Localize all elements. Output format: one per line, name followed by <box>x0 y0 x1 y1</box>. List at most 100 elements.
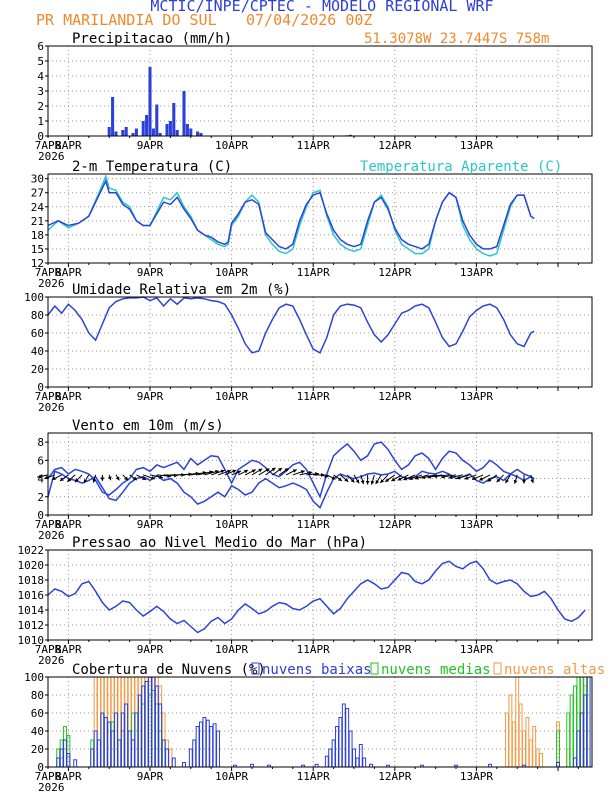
precip-bar <box>145 115 149 136</box>
bar-nuvens-baixas <box>131 739 135 768</box>
y-tick-label: 3 <box>37 85 44 98</box>
legend-swatch <box>493 662 502 675</box>
wind-vector-head <box>365 480 370 485</box>
bar-nuvens-baixas <box>161 739 166 768</box>
wind-vector-head <box>464 476 469 480</box>
x-tick-label: 11APR <box>297 390 330 403</box>
y-tick-label: 5 <box>37 55 44 68</box>
wind-vector-head <box>350 478 355 483</box>
wind-vector-head <box>142 476 147 480</box>
x-year-label: 2026 <box>38 654 65 667</box>
bar-nuvens-baixas <box>556 762 560 768</box>
wind-vector-head <box>403 476 408 481</box>
legend-nuvens-baixas: nuvens baixas <box>262 662 372 678</box>
x-tick-label: 11APR <box>297 518 330 531</box>
wind-vector-head <box>360 480 365 485</box>
x-tick-label: 9APR <box>137 266 164 279</box>
wind-vector-head <box>59 477 64 481</box>
y-tick-label: 15 <box>31 243 44 256</box>
y-tick-label: 0 <box>37 381 44 394</box>
series-line-1 <box>47 441 535 499</box>
bar-nuvens-baixas <box>209 726 214 768</box>
bar-nuvens-baixas <box>202 717 207 768</box>
precip-bar <box>151 128 155 136</box>
y-tick-label: 80 <box>31 309 44 322</box>
y-tick-label: 40 <box>31 725 44 738</box>
x-year-label: 2026 <box>38 277 65 290</box>
bar-nuvens-baixas <box>141 685 146 768</box>
wind-vector-head <box>331 476 336 480</box>
bar-nuvens-baixas <box>66 753 71 768</box>
wind-vector-head <box>441 474 445 479</box>
bar-nuvens-altas <box>535 748 540 768</box>
bar-nuvens-baixas <box>362 757 367 768</box>
bar-nuvens-baixas <box>103 717 108 768</box>
x-tick-label: 12APR <box>378 518 411 531</box>
precip-bar <box>107 127 111 136</box>
bar-nuvens-baixas <box>331 739 336 768</box>
wind-vector-head <box>244 469 249 474</box>
legend-swatch <box>370 662 379 675</box>
x-tick-label: 13APR <box>460 643 493 656</box>
wind-vector-head <box>487 477 492 482</box>
wind-vector-head <box>370 480 375 485</box>
bar-nuvens-medias <box>573 685 577 768</box>
y-tick-label: 1022 <box>18 544 45 557</box>
plot-frame <box>47 296 593 388</box>
x-tick-label: 9APR <box>137 643 164 656</box>
bar-nuvens-baixas <box>212 723 217 768</box>
x-tick-label: 8APR <box>55 390 82 403</box>
wind-vector-head <box>472 476 477 480</box>
bar-nuvens-baixas <box>134 712 139 768</box>
wind-vector-head <box>232 469 237 474</box>
bar-nuvens-baixas <box>137 694 142 768</box>
bar-nuvens-baixas <box>573 757 577 768</box>
wind-vector-head <box>74 478 79 483</box>
x-year-label: 2026 <box>38 781 65 792</box>
legend-apparent-temp: Temperatura Aparente (C) <box>360 159 562 175</box>
x-tick-label: 13APR <box>460 266 493 279</box>
y-tick-label: 60 <box>31 327 44 340</box>
x-tick-label: 11APR <box>297 266 330 279</box>
bar-nuvens-baixas <box>335 726 339 768</box>
bar-nuvens-baixas <box>328 748 333 768</box>
bar-nuvens-baixas <box>188 748 193 768</box>
bar-nuvens-baixas <box>100 712 105 768</box>
wind-vector-head <box>265 468 270 472</box>
x-tick-label: 8APR <box>55 266 82 279</box>
x-year-label: 2026 <box>38 150 65 163</box>
bar-nuvens-baixas <box>355 757 360 768</box>
bar-nuvens-baixas <box>171 757 176 768</box>
x-tick-label: 7APR <box>35 139 62 152</box>
bar-nuvens-baixas <box>165 748 169 768</box>
bar-nuvens-baixas <box>352 748 356 768</box>
y-tick-label: 18 <box>31 229 44 242</box>
precip-bar <box>155 104 159 136</box>
wind-vector-head <box>292 469 297 473</box>
bar-nuvens-altas <box>511 721 516 768</box>
x-tick-label: 7APR <box>35 643 62 656</box>
bar-nuvens-altas <box>515 676 520 768</box>
y-tick-label: 2 <box>37 491 44 504</box>
y-tick-label: 20 <box>31 743 44 756</box>
x-tick-label: 7APR <box>35 770 62 783</box>
x-tick-label: 10APR <box>215 266 248 279</box>
bar-nuvens-altas <box>525 717 530 768</box>
main-title: MCTIC/INPE/CPTEC - MODELO REGIONAL WRF <box>150 0 493 15</box>
y-tick-label: 60 <box>31 707 44 720</box>
y-tick-label: 40 <box>31 345 44 358</box>
wind-vector-head <box>132 476 137 481</box>
y-tick-label: 12 <box>31 257 44 270</box>
bar-nuvens-baixas <box>341 703 346 768</box>
chart-title: Pressao ao Nivel Medio do Mar (hPa) <box>72 535 367 551</box>
chart-title: Precipitacao (mm/h) <box>72 31 232 47</box>
legend-nuvens-altas: nuvens altas <box>504 662 605 678</box>
bar-nuvens-baixas <box>345 708 350 768</box>
wind-vector-head <box>300 470 305 474</box>
series-line-2 <box>47 178 535 250</box>
bar-nuvens-baixas <box>144 681 149 768</box>
precip-bar <box>165 124 169 136</box>
